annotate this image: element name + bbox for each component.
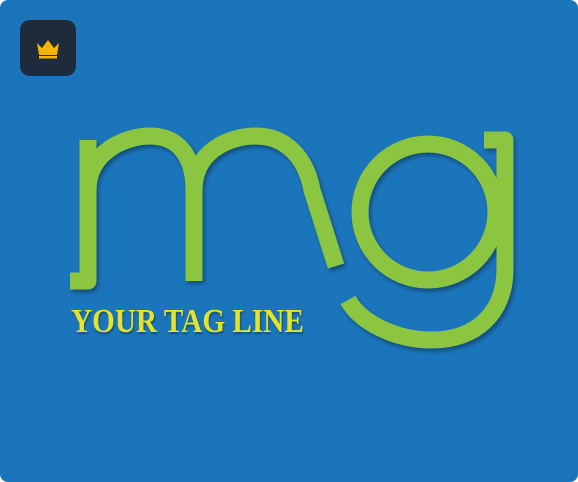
tagline: YOUR TAG LINE: [71, 303, 304, 340]
premium-badge[interactable]: [20, 20, 76, 76]
crown-icon: [37, 40, 59, 59]
